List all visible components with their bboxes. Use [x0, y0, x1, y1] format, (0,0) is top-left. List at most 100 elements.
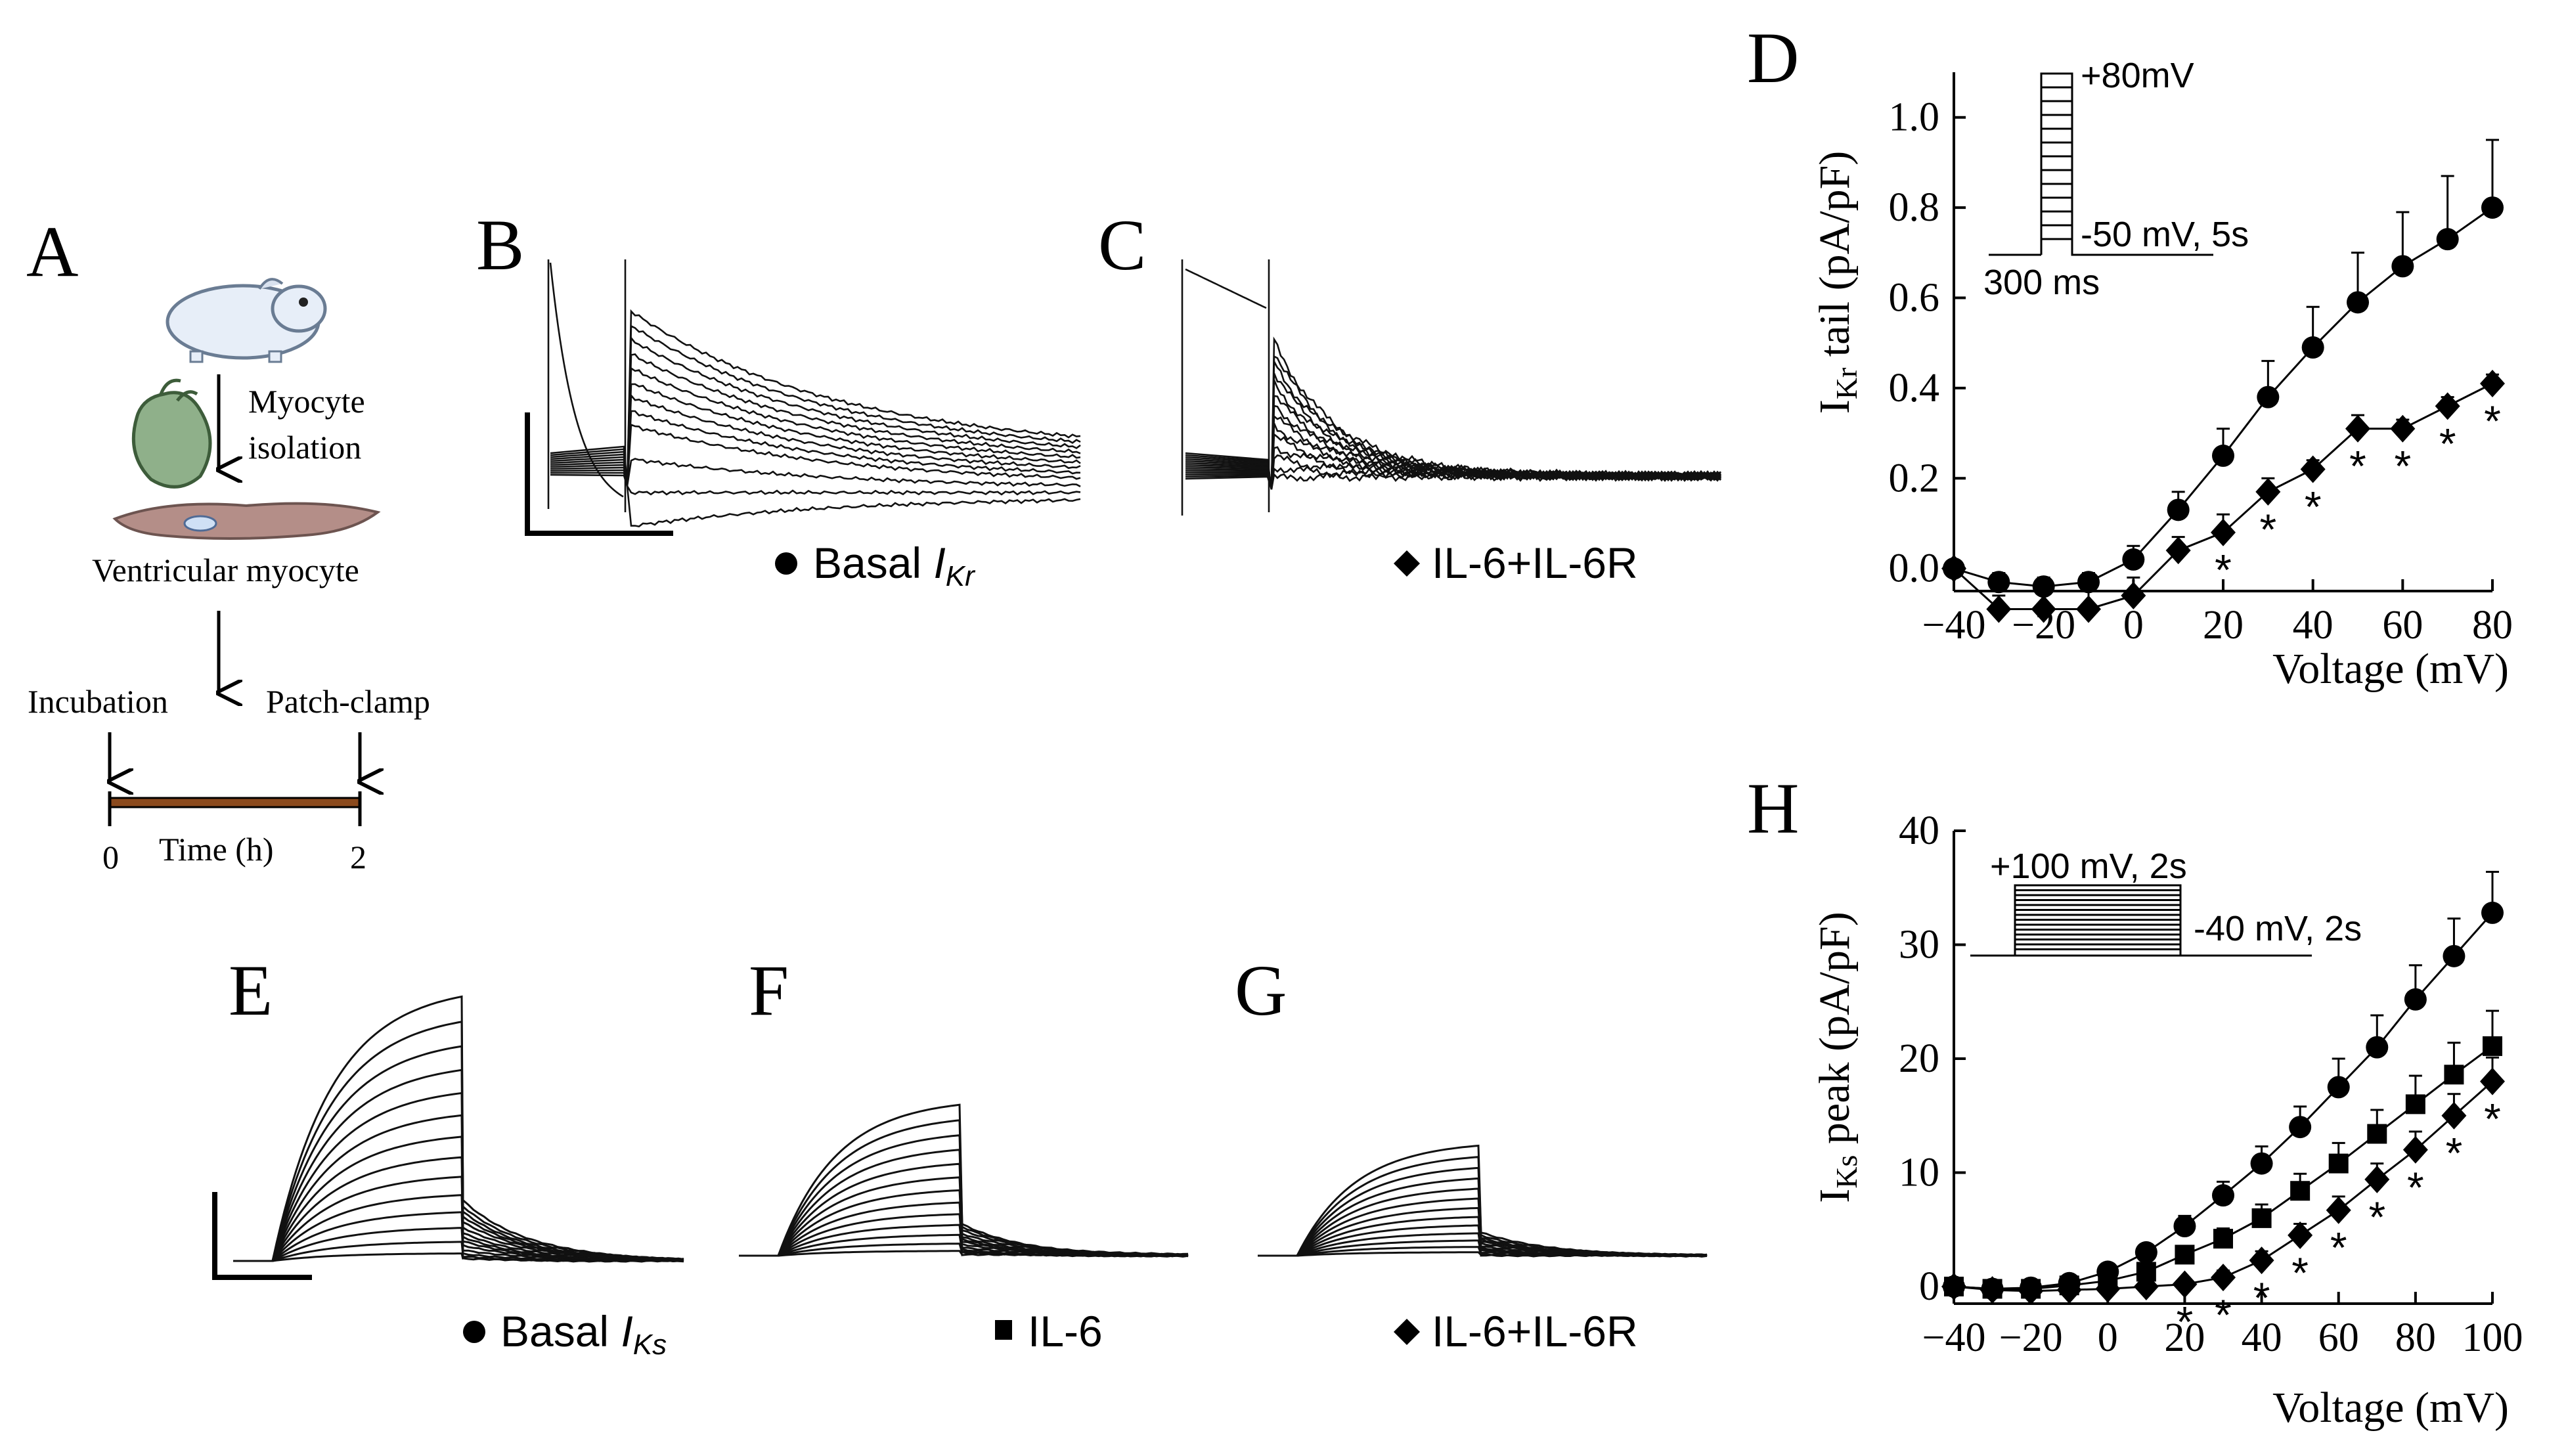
- current-trace: [1258, 1232, 1708, 1258]
- significance-star: *: [2291, 1248, 2309, 1297]
- panel-h: H IKs peak (pA/pF) 0 10 20 30 40 −40 −20 0 20 40 6…: [1747, 768, 2523, 1432]
- data-point-circle: [2301, 336, 2324, 359]
- y-tick-label: 0.8: [1889, 185, 1940, 230]
- legend-il6-il6r-c: IL-6+IL-6R: [1432, 539, 1638, 587]
- data-point-diamond: [2211, 1264, 2236, 1292]
- x-tick-label: 60: [2382, 603, 2423, 648]
- data-point-diamond: [2364, 1165, 2390, 1193]
- y-tick-label: 0.0: [1889, 546, 1940, 591]
- current-trace: [550, 366, 1081, 487]
- x-tick-label: 0: [2123, 603, 2144, 648]
- data-point-circle: [2250, 1152, 2273, 1175]
- legend-marker-diamond: [1394, 1319, 1420, 1345]
- data-point-circle: [2257, 386, 2280, 408]
- iks-il6r-traces: [1258, 1144, 1708, 1258]
- data-point-diamond: [2031, 595, 2056, 623]
- data-point-square: [2367, 1124, 2387, 1144]
- current-trace: [233, 1156, 684, 1262]
- y-tick-label: 1.0: [1889, 95, 1940, 140]
- step-label-isolation: isolation: [248, 429, 361, 466]
- data-point-diamond: [2172, 1270, 2198, 1298]
- current-trace: [550, 472, 1081, 496]
- protocol-time-label: 300 ms: [1983, 263, 2100, 302]
- data-point-circle: [2212, 1184, 2234, 1207]
- significance-star: *: [2253, 1273, 2270, 1322]
- ylabel-sub: Kr: [1830, 368, 1863, 400]
- protocol-top-label: +100 mV, 2s: [1990, 847, 2187, 886]
- incubation-label: Incubation: [28, 683, 168, 720]
- legend-basal-iks: Basal IKs: [500, 1307, 667, 1361]
- x-tick-label: 20: [2203, 603, 2244, 648]
- legend-var: I: [621, 1307, 632, 1356]
- data-point-diamond: [2018, 1277, 2044, 1305]
- significance-star: *: [2215, 546, 2232, 594]
- data-point-circle: [2212, 444, 2234, 467]
- series-diamond: [1941, 370, 2505, 623]
- x-tick-label: 100: [2462, 1315, 2523, 1360]
- ylabel-main: I: [1811, 399, 1859, 414]
- panel-f-letter: F: [749, 950, 789, 1030]
- legend-var: I: [933, 539, 945, 587]
- significance-star: *: [2305, 483, 2322, 531]
- legend-il6-il6r-g: IL-6+IL-6R: [1432, 1307, 1638, 1356]
- panel-c-letter: C: [1098, 205, 1146, 285]
- data-point-diamond: [2288, 1221, 2313, 1249]
- x-tick-label: −20: [1999, 1315, 2063, 1360]
- series-diamond: [1941, 1056, 2505, 1305]
- panel-d: D IKr tail (pA/pF) 0.0 0.2 0.4 0.6 0.8 1.0 −40…: [1747, 18, 2513, 693]
- data-point-diamond: [2300, 455, 2326, 483]
- data-point-diamond: [2056, 1276, 2082, 1304]
- protocol-top-label: +80mV: [2081, 56, 2194, 95]
- time-axis-label: Time (h): [159, 831, 274, 868]
- current-trace: [550, 309, 1081, 487]
- panel-a-letter: A: [26, 211, 78, 292]
- current-trace: [233, 995, 684, 1262]
- myocyte-icon: [112, 502, 381, 540]
- data-point-diamond: [2095, 1275, 2121, 1303]
- y-tick-label: 40: [1899, 808, 1939, 853]
- data-point-circle: [2289, 1116, 2312, 1139]
- current-trace: [233, 1021, 684, 1262]
- panel-h-xlabel: Voltage (mV): [2272, 1384, 2509, 1432]
- current-trace: [1185, 470, 1722, 490]
- data-point-circle: [2167, 498, 2190, 521]
- panel-d-xlabel: Voltage (mV): [2272, 645, 2509, 693]
- panel-g-letter: G: [1235, 950, 1287, 1030]
- data-point-diamond: [2133, 1272, 2159, 1300]
- data-point-circle: [2391, 255, 2414, 278]
- data-point-square: [2290, 1181, 2311, 1201]
- current-trace: [739, 1243, 1189, 1258]
- data-point-diamond: [1941, 554, 1966, 583]
- current-trace: [1258, 1144, 1708, 1257]
- current-trace: [1185, 466, 1721, 490]
- time-end: 2: [350, 839, 366, 875]
- y-tick-label: 0.6: [1889, 275, 1940, 320]
- time-start: 0: [102, 839, 119, 875]
- data-point-circle: [2135, 1241, 2157, 1264]
- legend-basal-ikr: Basal IKr: [813, 539, 976, 592]
- data-point-diamond: [2480, 1067, 2505, 1095]
- current-trace: [550, 474, 1081, 527]
- panel-b-letter: B: [476, 205, 524, 285]
- current-trace: [550, 324, 1081, 487]
- iks-protocol-inset: [1970, 884, 2312, 957]
- y-tick-label: 0.4: [1889, 366, 1940, 410]
- current-trace: [550, 393, 1081, 487]
- y-tick-label: 20: [1899, 1036, 1939, 1081]
- data-point-diamond: [1986, 595, 2012, 623]
- x-tick-label: 80: [2395, 1315, 2436, 1360]
- data-point-circle: [2366, 1036, 2389, 1059]
- current-trace: [550, 353, 1081, 487]
- legend-prefix: Basal: [500, 1307, 621, 1356]
- significance-star: *: [2330, 1224, 2347, 1272]
- x-tick-label: 0: [2098, 1315, 2118, 1360]
- data-point-circle: [2347, 291, 2369, 314]
- data-point-diamond: [2076, 595, 2101, 623]
- data-point-square: [2328, 1153, 2349, 1174]
- data-point-diamond: [2211, 518, 2236, 546]
- legend-sub: Ks: [633, 1329, 667, 1361]
- data-point-circle: [2032, 575, 2055, 598]
- data-point-diamond: [2121, 581, 2146, 609]
- x-tick-label: 20: [2164, 1315, 2205, 1360]
- current-trace: [550, 423, 1081, 487]
